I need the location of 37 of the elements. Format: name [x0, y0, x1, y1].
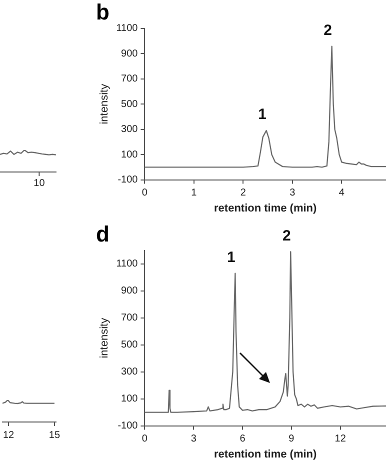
x-tick-label: 0	[142, 434, 148, 445]
y-tick-label: 300	[121, 124, 138, 136]
chart-title: d	[96, 221, 110, 246]
y-tick-label: 1100	[116, 23, 138, 34]
y-tick-label: 100	[121, 149, 138, 160]
x-tick-label: 2	[240, 188, 246, 199]
y-tick-label: 300	[121, 366, 138, 378]
chart-title: b	[96, 0, 110, 24]
y-tick-label: 100	[121, 394, 138, 405]
y-tick-label: 1100	[116, 258, 138, 270]
y-tick-label: 900	[121, 48, 138, 60]
y-tick-label: 700	[121, 312, 138, 324]
x-tick-label: 4	[338, 188, 345, 199]
y-axis-title: intensity	[98, 83, 111, 124]
x-axis-title: retention time (min)	[214, 202, 318, 214]
x-tick-label: 9	[288, 434, 295, 445]
y-tick-label: 700	[121, 74, 138, 85]
x-tick-label: 15	[48, 430, 60, 441]
annotation: 2	[282, 227, 291, 244]
y-tick-label: 500	[121, 98, 138, 110]
y-tick-label: 500	[121, 340, 138, 351]
x-tick-label: 12	[334, 434, 346, 445]
x-tick-label: 1	[191, 188, 198, 199]
x-axis-title: retention time (min)	[214, 448, 318, 460]
y-tick-label: -100	[118, 174, 138, 186]
x-tick-label: 12	[3, 430, 15, 441]
y-tick-label: -100	[118, 420, 138, 432]
y-tick-label: 900	[121, 286, 138, 297]
x-tick-label: 6	[240, 434, 246, 445]
x-tick-label: 3	[190, 434, 197, 445]
annotation: 1	[227, 248, 236, 266]
text: 10	[34, 178, 46, 189]
y-axis-title: intensity	[98, 317, 111, 358]
annotation: 1	[258, 106, 267, 124]
x-tick-label: 0	[142, 188, 148, 199]
x-tick-label: 3	[290, 188, 296, 199]
annotation: 2	[324, 22, 332, 39]
